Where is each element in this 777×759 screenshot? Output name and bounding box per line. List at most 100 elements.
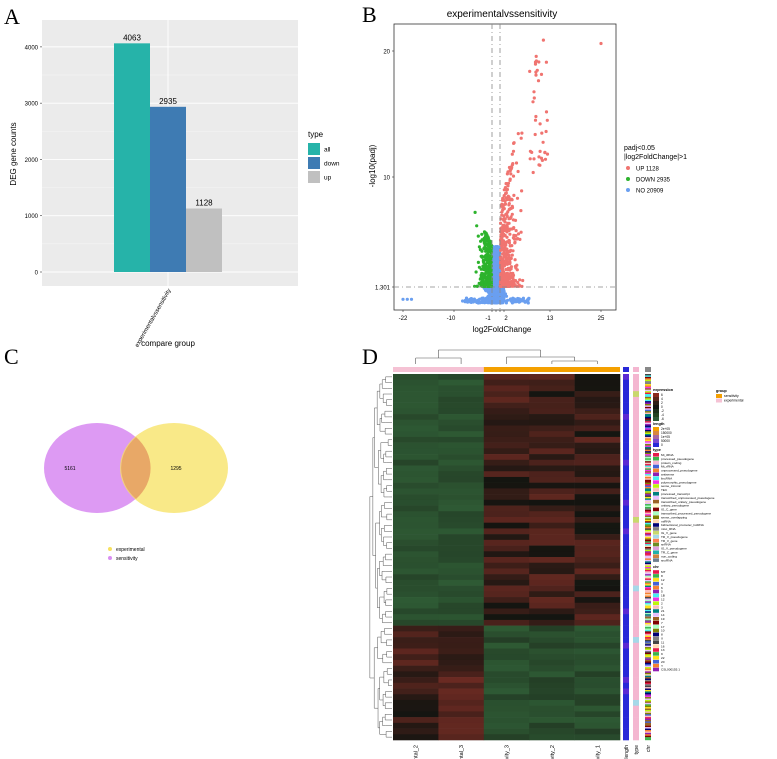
type-annotation-cell <box>633 471 639 478</box>
heatmap-cell <box>529 494 575 501</box>
legend-swatch-up <box>308 171 320 183</box>
heatmap-cell <box>574 454 621 461</box>
chr-annotation-cell <box>645 589 651 592</box>
chr-annotation-cell <box>645 628 651 631</box>
chr-annotation-cell <box>645 475 651 478</box>
legend-chr-label: 7 <box>661 621 663 625</box>
type-annotation-cell <box>633 717 639 724</box>
point-no <box>484 296 488 300</box>
point-down <box>483 280 487 284</box>
chr-annotation-cell <box>645 442 651 445</box>
point-notable <box>405 297 409 301</box>
point-down <box>484 232 488 236</box>
chr-annotation-cell <box>645 595 651 598</box>
chr-annotation-cell <box>645 658 651 661</box>
point-up <box>500 271 504 275</box>
legend-type-label: transcribed_processed_pseudogene <box>661 512 711 516</box>
heatmap-cell <box>393 551 439 558</box>
legend-type-swatch <box>653 468 659 473</box>
point-no <box>473 299 477 303</box>
type-annotation-cell <box>633 454 639 461</box>
chr-annotation-cell <box>645 444 651 446</box>
panel-b-legend-title-2: |log2FoldChange|>1 <box>624 154 687 161</box>
type-annotation-cell <box>633 711 639 718</box>
chr-annotation-cell <box>645 502 651 505</box>
point-up <box>512 282 516 286</box>
heatmap-cell <box>529 505 575 512</box>
chr-annotation-cell <box>645 414 651 416</box>
point-up <box>513 241 517 245</box>
point-up <box>533 62 538 66</box>
heatmap-cell <box>529 551 575 558</box>
heatmap-cell <box>483 436 530 443</box>
heatmap-cell <box>483 454 530 461</box>
heatmap-cell <box>438 488 485 495</box>
heatmap-cell <box>529 391 575 398</box>
chr-annotation-cell <box>645 406 651 409</box>
legend-type-label: miRNA <box>661 519 672 523</box>
type-annotation-cell <box>633 425 639 432</box>
point-up <box>506 184 510 188</box>
heatmap-cell <box>483 516 530 523</box>
heatmap-cell <box>529 717 575 724</box>
point-no <box>494 267 498 271</box>
heatmap-cell <box>574 608 621 615</box>
heatmap-cell <box>393 585 439 592</box>
panel-b-ylabel: -log10(padj) <box>368 144 377 187</box>
legend-chr-swatch <box>653 585 659 590</box>
heatmap-cell <box>529 637 575 644</box>
chr-annotation-cell <box>645 531 651 533</box>
heatmap-cell <box>483 579 530 586</box>
heatmap-cell <box>393 562 439 569</box>
heatmap-cell <box>438 516 485 523</box>
legend-type-label: misc_RNA <box>661 527 677 531</box>
length-annotation-cell <box>623 574 629 581</box>
heatmap-cell <box>529 528 575 535</box>
chr-annotation-cell <box>645 635 651 638</box>
heatmap-cell <box>574 614 621 621</box>
heatmap-cell <box>393 682 439 689</box>
heatmap-cell <box>529 682 575 689</box>
legend-type-swatch <box>653 527 659 531</box>
length-annotation-cell <box>623 602 629 609</box>
chr-annotation-cell <box>645 534 651 536</box>
chr-annotation-cell <box>645 605 651 608</box>
heatmap-cell <box>438 551 485 558</box>
heatmap-cells <box>393 374 621 741</box>
heatmap-cell <box>483 694 530 701</box>
point-up <box>513 264 518 269</box>
heatmap-cell <box>574 534 621 541</box>
point-no <box>461 299 465 303</box>
point-up <box>506 210 510 214</box>
point-no <box>499 297 503 301</box>
heatmap-cell <box>574 648 621 655</box>
heatmap-cell <box>393 631 439 638</box>
length-annotation-cell <box>623 642 629 649</box>
legend-type-swatch <box>653 546 659 551</box>
heatmap-cell <box>438 374 485 381</box>
chr-annotation-cell <box>645 557 651 559</box>
legend-expression-swatch <box>653 393 659 397</box>
length-annotation-cell <box>623 379 629 386</box>
chr-annotation-cell <box>645 701 651 704</box>
bar-all <box>114 43 150 273</box>
chr-annotation-cell <box>645 451 651 453</box>
legend-label-all: all <box>324 147 331 154</box>
length-annotation-cell <box>623 659 629 666</box>
length-annotation-cell <box>623 414 629 421</box>
point-up <box>502 274 506 278</box>
chr-annotation-cell <box>645 597 651 599</box>
point-no <box>526 298 530 302</box>
point-up <box>506 272 510 277</box>
chr-annotation-cell <box>645 728 651 731</box>
chr-annotation-cell <box>645 727 651 729</box>
chr-annotation-cell <box>645 384 651 386</box>
point-up <box>508 178 512 182</box>
chr-top-marker <box>645 367 651 372</box>
length-annotation-cell <box>623 539 629 546</box>
legend-swatch-down <box>308 157 320 169</box>
heatmap-cell <box>483 505 530 512</box>
heatmap-cell <box>483 722 530 729</box>
chr-annotation-cell <box>645 729 651 732</box>
